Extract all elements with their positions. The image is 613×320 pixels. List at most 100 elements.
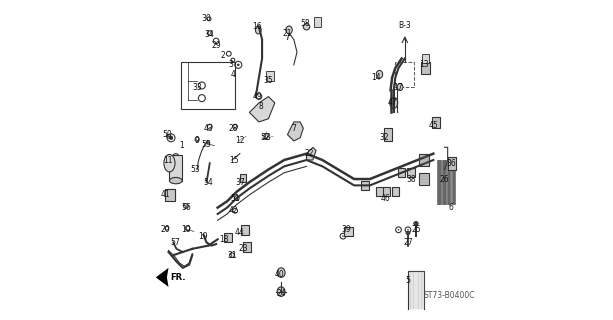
Text: 38: 38 [406,174,416,184]
Ellipse shape [303,24,310,30]
Ellipse shape [398,229,399,231]
Text: 53: 53 [191,165,200,174]
Text: 58: 58 [300,19,310,28]
Ellipse shape [397,84,403,91]
Text: 25: 25 [411,225,421,234]
Ellipse shape [164,155,175,172]
Text: 39: 39 [341,225,351,234]
Bar [422,54,429,63]
Text: 28: 28 [229,124,238,133]
Bar [440,160,441,204]
Polygon shape [156,268,169,287]
Text: 14: 14 [371,73,381,82]
Text: 32: 32 [379,133,389,142]
Bar [444,160,445,204]
Bar [384,128,392,141]
Text: 8: 8 [258,101,263,111]
Text: 37: 37 [235,178,245,187]
Ellipse shape [286,26,292,34]
Text: 20: 20 [161,225,170,234]
Text: 12: 12 [235,136,245,146]
Text: 44: 44 [235,228,245,237]
Bar [167,188,175,198]
Text: 54: 54 [204,178,213,187]
Text: 13: 13 [419,60,428,69]
Bar [441,160,443,204]
Text: 40: 40 [275,270,284,279]
Bar [421,62,430,74]
Text: FR.: FR. [171,273,186,282]
Bar [266,71,274,81]
Bar [453,160,454,204]
Text: ST73-B0400C: ST73-B0400C [424,291,475,300]
Bar [449,160,450,204]
Bar [382,187,390,196]
Polygon shape [287,122,303,141]
Bar [452,160,453,204]
Text: 42: 42 [229,206,238,215]
Text: 57: 57 [170,238,180,247]
Bar [376,187,383,196]
Bar [454,160,455,204]
Bar [438,160,439,204]
Text: 43: 43 [204,124,213,133]
Bar [443,160,444,204]
Bar [362,180,369,190]
Text: 26: 26 [440,174,449,184]
Text: 15: 15 [229,156,238,164]
Text: 33: 33 [192,83,202,92]
Text: 22: 22 [305,149,314,158]
Text: 24: 24 [276,289,286,298]
Text: 5: 5 [406,276,411,285]
Text: 47: 47 [387,99,397,108]
Text: 29: 29 [211,41,221,50]
Bar [166,188,175,201]
Bar [447,157,455,170]
Text: 6: 6 [448,203,453,212]
Text: 41: 41 [161,190,170,199]
Ellipse shape [169,178,182,184]
Text: 30: 30 [202,14,211,23]
Text: 4: 4 [231,70,236,79]
Ellipse shape [277,287,285,296]
Text: 49: 49 [253,92,262,101]
Text: 18: 18 [219,235,229,244]
Text: 34: 34 [205,30,215,39]
Ellipse shape [237,64,240,66]
Bar [169,155,182,180]
Bar [243,243,251,252]
Text: 1: 1 [179,141,183,150]
Text: 52: 52 [261,133,270,142]
Bar [408,168,415,178]
Text: 16: 16 [253,22,262,31]
Polygon shape [249,97,275,122]
Text: 23: 23 [238,244,248,253]
Ellipse shape [406,231,410,235]
Bar [398,168,405,178]
Bar [242,225,249,235]
Ellipse shape [414,222,418,225]
Bar [240,174,246,182]
Polygon shape [306,147,316,160]
Text: 21: 21 [283,28,292,38]
Ellipse shape [390,97,398,108]
Bar [432,117,440,128]
Ellipse shape [342,235,344,237]
Bar [395,62,414,87]
Ellipse shape [277,268,285,277]
Text: 51: 51 [230,194,240,203]
Bar [392,187,399,196]
Bar [439,160,440,204]
Text: 48: 48 [262,133,272,142]
Text: 45: 45 [428,121,438,130]
Text: 56: 56 [181,203,191,212]
Ellipse shape [414,222,418,225]
Bar [419,173,428,185]
Text: 46: 46 [381,194,390,203]
Bar [419,154,428,166]
Ellipse shape [407,229,409,231]
Text: 3: 3 [228,60,233,69]
Bar [181,62,235,109]
Bar [224,233,232,243]
Ellipse shape [169,154,182,182]
